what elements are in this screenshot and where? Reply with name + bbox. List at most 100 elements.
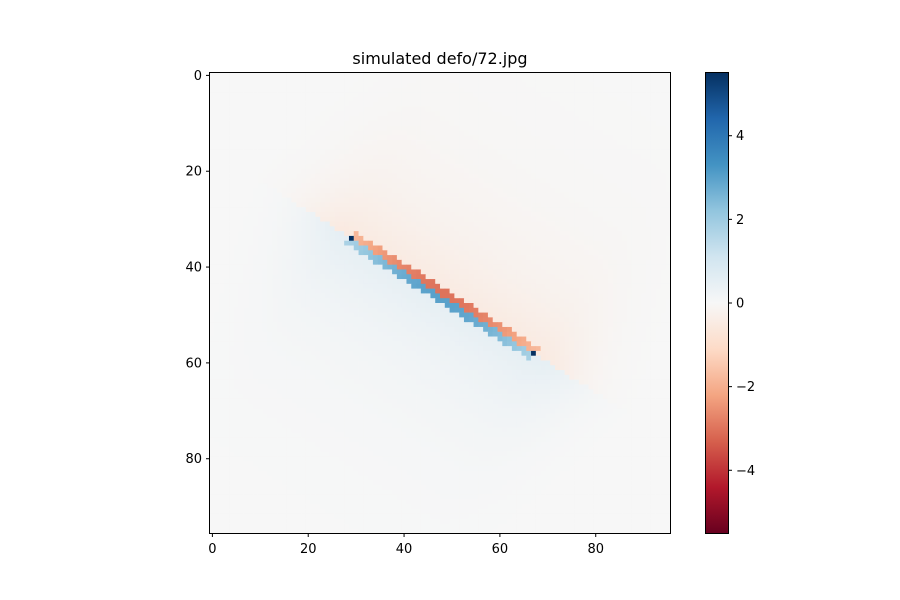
heatmap-cell [478,293,484,299]
heatmap-cell [521,283,527,289]
heatmap-cell [569,264,575,270]
heatmap-cell [411,197,417,203]
heatmap-cell [377,96,383,103]
heatmap-cell [478,82,484,88]
heatmap-cell [272,92,278,98]
heatmap-cell [382,168,388,174]
heatmap-cell [363,298,369,304]
heatmap-cell [315,73,321,79]
heatmap-cell [602,197,609,203]
heatmap-cell [368,111,374,117]
heatmap-cell [535,255,541,261]
heatmap-cell [483,255,489,261]
heatmap-cell [219,111,225,117]
heatmap-cell [286,245,292,251]
heatmap-cell [641,197,647,203]
heatmap-cell [665,111,671,117]
heatmap-cell [526,183,532,189]
heatmap-cell [641,178,647,184]
heatmap-cell [305,178,311,184]
heatmap-cell [444,303,450,309]
heatmap-cell [406,317,412,323]
heatmap-cell [272,240,278,246]
heatmap-cell [636,259,642,266]
heatmap-cell [219,322,225,328]
heatmap-cell [449,140,455,146]
heatmap-cell [583,120,589,127]
heatmap-cell [344,283,350,289]
heatmap-cell [521,312,527,318]
heatmap-cell [257,168,264,174]
heatmap-cell [617,101,623,107]
heatmap-cell [377,307,383,313]
heatmap-cell [449,101,455,107]
heatmap-cell [492,111,498,117]
heatmap-cell [511,245,518,251]
heatmap-cell [396,178,403,184]
heatmap-cell [392,168,398,174]
heatmap-cell [401,96,407,103]
heatmap-cell [665,283,671,289]
heatmap-cell [219,164,225,170]
heatmap-cell [401,135,407,141]
heatmap-cell [305,168,311,174]
heatmap-cell [253,283,259,289]
heatmap-cell [425,164,431,170]
heatmap-cell [660,96,666,103]
heatmap-cell [521,130,527,136]
heatmap-cell [248,96,254,103]
heatmap-cell [607,283,613,289]
heatmap-cell [368,73,374,79]
heatmap-cell [296,73,302,79]
heatmap-cell [535,279,541,285]
heatmap-cell [602,96,609,103]
heatmap-cell [315,173,321,179]
heatmap-cell [540,101,546,107]
heatmap-cell [320,298,326,304]
heatmap-cell [219,240,225,246]
heatmap-cell [344,87,350,93]
heatmap-cell [344,73,350,79]
heatmap-cell [492,317,498,323]
heatmap-cell [564,202,570,208]
heatmap-cell [540,317,546,323]
heatmap-cell [248,149,254,155]
heatmap-cell [435,77,441,83]
heatmap-cell [444,154,450,160]
heatmap-cell [463,116,470,122]
heatmap-cell [291,159,297,165]
heatmap-cell [531,92,537,98]
heatmap-cell [511,240,518,246]
heatmap-cell [507,106,513,112]
heatmap-cell [257,82,264,88]
heatmap-cell [497,264,503,270]
heatmap-cell [646,77,652,83]
heatmap-cell [497,130,503,136]
heatmap-cell [406,188,412,194]
heatmap-cell [626,216,633,222]
heatmap-cell [224,303,230,309]
heatmap-cell [487,149,494,155]
heatmap-cell [516,111,522,117]
heatmap-cell [348,197,355,203]
heatmap-cell [363,293,369,299]
heatmap-cell [420,144,426,151]
heatmap-cell [272,269,278,275]
heatmap-cell [564,96,570,103]
heatmap-cell [555,154,561,160]
heatmap-cell [262,178,268,184]
heatmap-cell [233,168,240,174]
heatmap-cell [487,120,494,127]
heatmap-cell [219,259,225,266]
heatmap-cell [363,140,369,146]
heatmap-cell [435,226,441,232]
heatmap-cell [382,235,388,242]
heatmap-cell [487,231,494,237]
heatmap-cell [305,231,311,237]
heatmap-cell [377,283,383,289]
heatmap-cell [315,221,321,227]
heatmap-cell [607,140,613,146]
heatmap-cell [593,188,599,194]
heatmap-cell [665,235,671,242]
heatmap-cell [521,120,527,127]
